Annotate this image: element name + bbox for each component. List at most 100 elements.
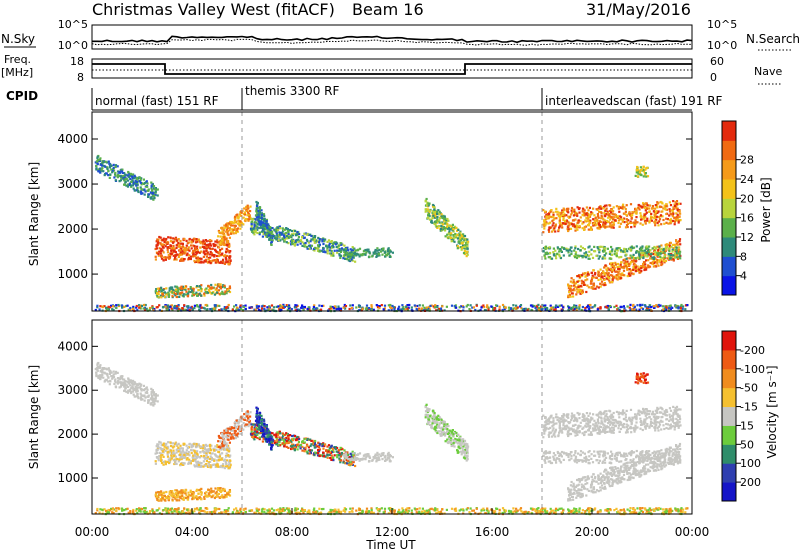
velocity-echo-cell bbox=[108, 372, 111, 375]
velocity-echo-cell bbox=[158, 451, 161, 454]
power-echo-cell bbox=[644, 168, 647, 171]
power-echo-cell bbox=[334, 243, 337, 246]
power-echo-cell bbox=[436, 212, 439, 216]
power-echo-cell bbox=[310, 244, 313, 247]
power-echo-cell bbox=[312, 305, 315, 309]
power-echo-cell bbox=[351, 259, 354, 262]
power-echo-cell bbox=[594, 250, 597, 253]
power-echo-cell bbox=[224, 226, 227, 229]
power-echo-cell bbox=[263, 217, 266, 220]
power-echo-cell bbox=[297, 236, 300, 239]
power-echo-cell bbox=[669, 241, 672, 244]
power-echo-cell bbox=[634, 264, 637, 267]
power-echo-cell bbox=[675, 212, 678, 215]
power-echo-cell bbox=[277, 239, 280, 242]
power-echo-cell bbox=[125, 184, 128, 187]
power-echo-cell bbox=[623, 221, 626, 224]
power-echo-cell bbox=[660, 210, 663, 213]
velocity-echo-cell bbox=[116, 382, 119, 385]
power-echo-cell bbox=[250, 225, 253, 228]
velocity-echo-cell bbox=[236, 432, 240, 435]
velocity-echo-cell bbox=[170, 454, 173, 457]
power-echo-cell bbox=[571, 281, 574, 284]
power-echo-cell bbox=[561, 209, 564, 212]
power-echo-cell bbox=[561, 226, 564, 229]
power-echo-cell bbox=[352, 247, 355, 250]
power-echo-cell bbox=[398, 308, 401, 311]
velocity-echo-cell bbox=[188, 442, 191, 445]
power-echo-cell bbox=[681, 307, 684, 310]
power-echo-cell bbox=[187, 288, 190, 291]
power-echo-cell bbox=[670, 213, 673, 216]
velocity-echo-cell bbox=[105, 368, 108, 371]
power-echo-cell bbox=[642, 205, 645, 208]
power-echo-cell bbox=[447, 219, 450, 222]
power-echo-cell bbox=[631, 304, 635, 307]
power-echo-cell bbox=[632, 260, 635, 263]
power-echo-cell bbox=[271, 235, 274, 238]
power-echo-cell bbox=[652, 257, 656, 260]
power-echo-cell bbox=[551, 219, 554, 222]
power-echo-cell bbox=[625, 253, 628, 256]
velocity-echo-cell bbox=[131, 382, 134, 385]
power-echo-cell bbox=[574, 282, 578, 285]
power-echo-cell bbox=[210, 286, 213, 289]
velocity-echo-cell bbox=[172, 446, 175, 449]
velocity-echo-cell bbox=[223, 439, 226, 442]
power-echo-cell bbox=[233, 305, 236, 308]
power-echo-cell bbox=[109, 173, 112, 176]
power-echo-cell bbox=[254, 230, 257, 233]
power-echo-cell bbox=[574, 247, 577, 250]
power-echo-cell bbox=[428, 215, 431, 218]
power-echo-cell bbox=[550, 226, 553, 229]
power-echo-cell bbox=[230, 228, 233, 231]
power-echo-cell bbox=[668, 214, 671, 217]
power-echo-cell bbox=[229, 224, 233, 227]
power-echo-cell bbox=[578, 224, 581, 228]
power-echo-cell bbox=[579, 292, 582, 295]
power-echo-cell bbox=[639, 248, 642, 251]
power-echo-cell bbox=[205, 240, 208, 243]
power-echo-cell bbox=[313, 308, 316, 311]
power-echo-cell bbox=[471, 306, 474, 309]
power-echo-cell bbox=[162, 239, 165, 242]
power-echo-cell bbox=[619, 263, 622, 266]
power-echo-cell bbox=[612, 221, 615, 224]
power-echo-cell bbox=[578, 276, 581, 279]
velocity-echo-cell bbox=[218, 436, 221, 439]
power-echo-cell bbox=[326, 240, 329, 243]
power-echo-cell bbox=[165, 237, 168, 241]
power-echo-cell bbox=[227, 245, 231, 248]
velocity-echo-cell bbox=[226, 464, 229, 468]
velocity-echo-cell bbox=[137, 395, 140, 399]
power-echo-cell bbox=[393, 306, 396, 309]
power-echo-cell bbox=[577, 275, 580, 278]
power-echo-cell bbox=[112, 308, 115, 312]
velocity-echo-cell bbox=[203, 457, 207, 460]
power-echo-cell bbox=[574, 254, 577, 257]
power-echo-cell bbox=[156, 194, 159, 197]
power-echo-cell bbox=[638, 268, 641, 271]
power-echo-cell bbox=[110, 164, 113, 168]
power-echo-cell bbox=[617, 207, 620, 210]
power-echo-cell bbox=[664, 247, 667, 250]
power-echo-cell bbox=[124, 181, 127, 184]
power-echo-cell bbox=[275, 229, 278, 232]
station-title: Christmas Valley West (fitACF) bbox=[92, 0, 335, 19]
power-echo-cell bbox=[653, 249, 656, 252]
power-echo-cell bbox=[648, 204, 651, 207]
power-echo-cell bbox=[584, 275, 587, 278]
power-echo-cell bbox=[446, 233, 449, 236]
power-echo-cell bbox=[631, 255, 634, 258]
power-echo-cell bbox=[226, 243, 229, 246]
power-echo-cell bbox=[219, 235, 222, 238]
power-echo-cell bbox=[444, 227, 447, 230]
power-echo-cell bbox=[580, 279, 583, 282]
power-echo-cell bbox=[613, 266, 616, 269]
power-echo-cell bbox=[106, 308, 109, 311]
power-echo-cell bbox=[618, 267, 621, 271]
power-echo-cell bbox=[672, 258, 675, 261]
power-echo-cell bbox=[147, 188, 150, 191]
velocity-echo-cell bbox=[181, 447, 184, 450]
power-echo-cell bbox=[610, 208, 614, 211]
